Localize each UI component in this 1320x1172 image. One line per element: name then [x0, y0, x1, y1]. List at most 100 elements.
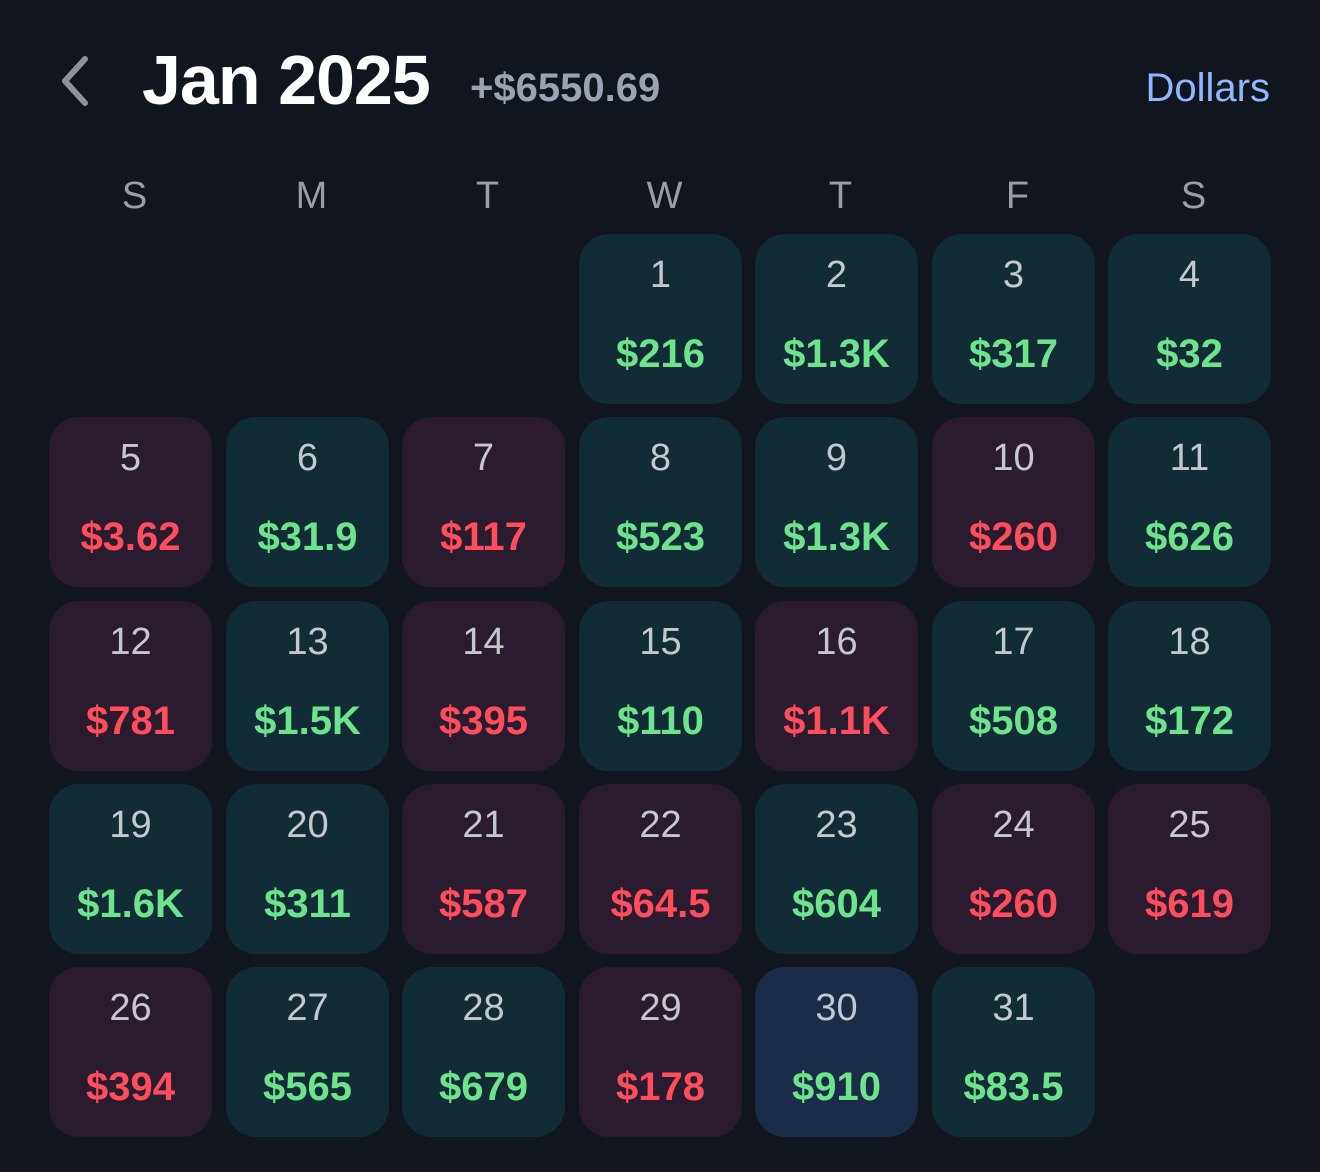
day-cell-19[interactable]: 19 $1.6K — [49, 784, 212, 954]
day-number: 6 — [296, 437, 319, 479]
calendar-header: Jan 2025 +$6550.69 Dollars — [0, 0, 1320, 160]
day-value: $604 — [792, 882, 881, 926]
day-number: 19 — [109, 804, 152, 846]
weekday-label: W — [646, 175, 683, 217]
weekday-label: M — [295, 175, 328, 217]
day-number: 2 — [825, 254, 848, 296]
day-cell-9[interactable]: 9 $1.3K — [755, 417, 918, 587]
day-cell-2[interactable]: 2 $1.3K — [755, 234, 918, 404]
day-value: $83.5 — [963, 1065, 1064, 1109]
day-number: 18 — [1168, 621, 1211, 663]
day-cell-20[interactable]: 20 $311 — [226, 784, 389, 954]
day-cell-21[interactable]: 21 $587 — [402, 784, 565, 954]
day-number: 4 — [1178, 254, 1201, 296]
day-number: 22 — [639, 804, 682, 846]
day-cell-22[interactable]: 22 $64.5 — [579, 784, 742, 954]
day-value: $110 — [617, 699, 704, 743]
day-value: $3.62 — [80, 515, 181, 559]
day-number: 31 — [992, 987, 1035, 1029]
day-cell-24[interactable]: 24 $260 — [932, 784, 1095, 954]
weekday-label: T — [828, 175, 853, 217]
day-number: 23 — [815, 804, 858, 846]
day-number: 1 — [649, 254, 672, 296]
day-value: $1.3K — [783, 332, 890, 376]
day-value: $178 — [616, 1065, 705, 1109]
day-value: $394 — [86, 1065, 175, 1109]
day-cell-31[interactable]: 31 $83.5 — [932, 967, 1095, 1137]
day-cell-16[interactable]: 16 $1.1K — [755, 601, 918, 771]
day-number: 24 — [992, 804, 1035, 846]
day-number: 20 — [286, 804, 329, 846]
day-value: $260 — [969, 515, 1058, 559]
day-number: 25 — [1168, 804, 1211, 846]
day-cell-25[interactable]: 25 $619 — [1108, 784, 1271, 954]
day-value: $317 — [969, 332, 1058, 376]
day-number: 28 — [462, 987, 505, 1029]
day-number: 27 — [286, 987, 329, 1029]
day-cell-14[interactable]: 14 $395 — [402, 601, 565, 771]
day-value: $216 — [616, 332, 705, 376]
day-cell-30[interactable]: 30 $910 — [755, 967, 918, 1137]
day-cell-8[interactable]: 8 $523 — [579, 417, 742, 587]
day-cell-4[interactable]: 4 $32 — [1108, 234, 1271, 404]
day-value: $619 — [1145, 882, 1234, 926]
day-cell-1[interactable]: 1 $216 — [579, 234, 742, 404]
day-cell-6[interactable]: 6 $31.9 — [226, 417, 389, 587]
day-number: 8 — [649, 437, 672, 479]
day-cell-15[interactable]: 15 $110 — [579, 601, 742, 771]
month-total: +$6550.69 — [470, 66, 661, 110]
day-value: $508 — [969, 699, 1058, 743]
day-number: 14 — [462, 621, 505, 663]
day-value: $395 — [439, 699, 528, 743]
day-number: 3 — [1002, 254, 1025, 296]
day-number: 21 — [462, 804, 505, 846]
day-value: $260 — [969, 882, 1058, 926]
day-value: $679 — [439, 1065, 528, 1109]
day-value: $31.9 — [257, 515, 358, 559]
day-cell-28[interactable]: 28 $679 — [402, 967, 565, 1137]
day-value: $32 — [1156, 332, 1223, 376]
month-title: Jan 2025 — [142, 41, 431, 119]
day-cell-10[interactable]: 10 $260 — [932, 417, 1095, 587]
day-cell-3[interactable]: 3 $317 — [932, 234, 1095, 404]
day-cell-7[interactable]: 7 $117 — [402, 417, 565, 587]
day-value: $910 — [792, 1065, 881, 1109]
day-cell-18[interactable]: 18 $172 — [1108, 601, 1271, 771]
day-number: 30 — [815, 987, 858, 1029]
day-cell-27[interactable]: 27 $565 — [226, 967, 389, 1137]
back-button[interactable] — [44, 46, 104, 116]
day-value: $1.1K — [783, 699, 890, 743]
day-value: $64.5 — [610, 882, 711, 926]
day-number: 11 — [1169, 437, 1210, 479]
day-cell-17[interactable]: 17 $508 — [932, 601, 1095, 771]
day-number: 17 — [992, 621, 1035, 663]
day-number: 15 — [639, 621, 682, 663]
day-number: 9 — [825, 437, 848, 479]
weekday-label: F — [1005, 175, 1030, 217]
day-cell-11[interactable]: 11 $626 — [1108, 417, 1271, 587]
day-number: 29 — [639, 987, 682, 1029]
day-value: $311 — [264, 882, 351, 926]
chevron-left-icon — [57, 55, 91, 107]
day-cell-13[interactable]: 13 $1.5K — [226, 601, 389, 771]
unit-toggle-button[interactable]: Dollars — [1145, 66, 1270, 110]
day-value: $565 — [263, 1065, 352, 1109]
day-number: 13 — [286, 621, 329, 663]
day-number: 12 — [109, 621, 152, 663]
day-cell-26[interactable]: 26 $394 — [49, 967, 212, 1137]
day-value: $117 — [440, 515, 527, 559]
weekday-label: S — [121, 175, 148, 217]
day-cell-5[interactable]: 5 $3.62 — [49, 417, 212, 587]
weekday-label: T — [475, 175, 500, 217]
day-value: $172 — [1145, 699, 1234, 743]
day-number: 16 — [815, 621, 858, 663]
day-cell-23[interactable]: 23 $604 — [755, 784, 918, 954]
day-cell-29[interactable]: 29 $178 — [579, 967, 742, 1137]
day-number: 26 — [109, 987, 152, 1029]
day-value: $626 — [1145, 515, 1234, 559]
day-value: $781 — [86, 699, 175, 743]
day-cell-12[interactable]: 12 $781 — [49, 601, 212, 771]
day-value: $1.3K — [783, 515, 890, 559]
